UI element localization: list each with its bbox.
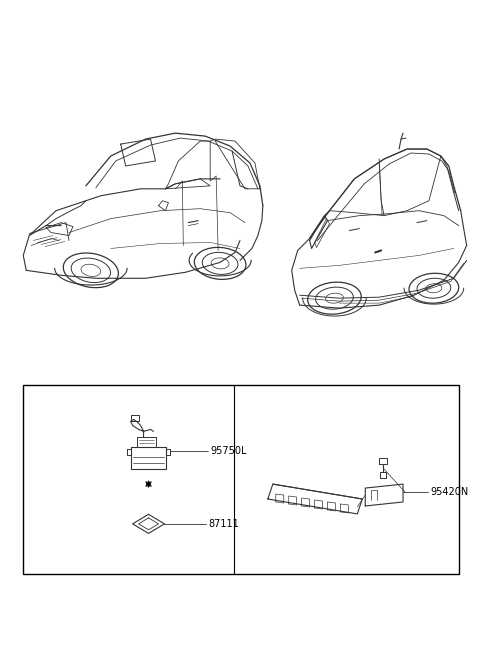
Bar [23,384,459,574]
Text: 95750L: 95750L [210,446,247,457]
Text: 87111: 87111 [208,519,239,529]
Text: 95420N: 95420N [430,487,468,497]
